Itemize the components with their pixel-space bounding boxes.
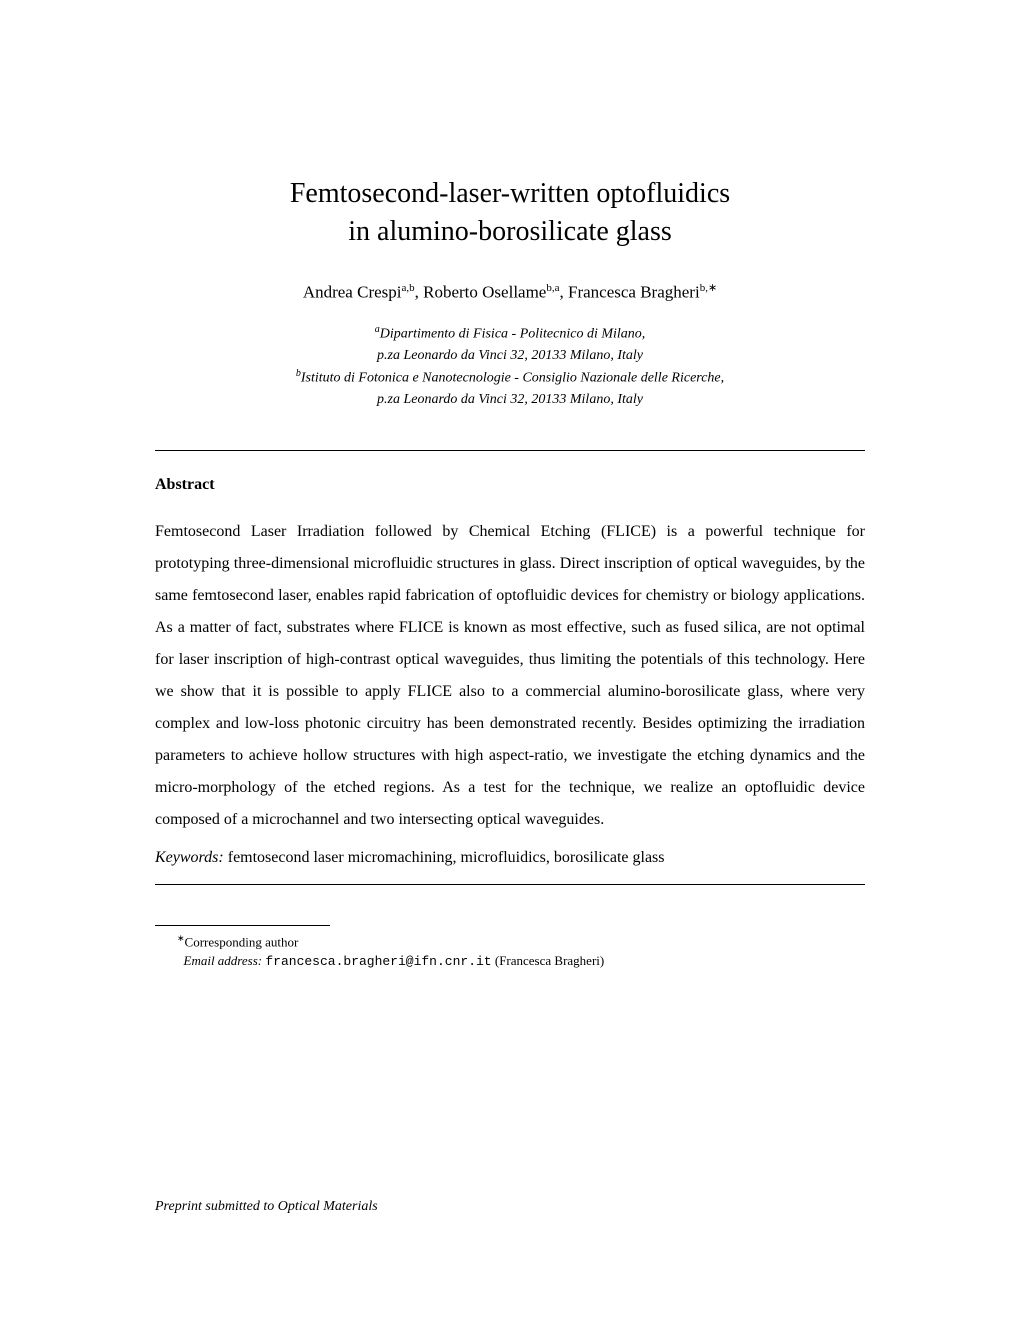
footnote-corr-text: Corresponding author <box>185 934 299 949</box>
affiliations: aDipartimento di Fisica - Politecnico di… <box>155 322 865 409</box>
keywords-label: Keywords: <box>155 849 224 866</box>
keywords-text: femtosecond laser micromachining, microf… <box>224 849 665 866</box>
footnote-email-label: Email address: <box>184 953 266 968</box>
abstract-text: Femtosecond Laser Irradiation followed b… <box>155 516 865 836</box>
paper-title: Femtosecond-laser-written optofluidics i… <box>155 175 865 251</box>
preprint-line: Preprint submitted to Optical Materials <box>155 1199 378 1215</box>
footnote-email: francesca.bragheri@ifn.cnr.it <box>265 954 491 969</box>
author-2: Roberto Osellame <box>423 282 546 301</box>
affil-b-addr: p.za Leonardo da Vinci 32, 20133 Milano,… <box>377 392 643 407</box>
author-2-aff: b,a <box>546 282 559 294</box>
footnote-email-name: (Francesca Bragheri) <box>492 953 605 968</box>
author-1-aff: a,b <box>402 282 415 294</box>
title-line-2: in alumino-borosilicate glass <box>348 216 672 247</box>
authors-list: Andrea Crespia,b, Roberto Osellameb,a, F… <box>155 281 865 303</box>
author-3: Francesca Bragheri <box>568 282 700 301</box>
bottom-rule <box>155 884 865 885</box>
abstract-heading: Abstract <box>155 476 865 494</box>
keywords: Keywords: femtosecond laser micromachini… <box>155 842 865 874</box>
affil-a-text: Dipartimento di Fisica - Politecnico di … <box>380 327 646 342</box>
top-rule <box>155 450 865 451</box>
title-line-1: Femtosecond-laser-written optofluidics <box>290 178 730 209</box>
author-3-aff: b,∗ <box>700 282 717 294</box>
footnote-rule <box>155 925 330 926</box>
footnote-corr-sup: ∗ <box>177 933 185 943</box>
author-1: Andrea Crespi <box>303 282 402 301</box>
affil-b-text: Istituto di Fotonica e Nanotecnologie - … <box>301 371 724 386</box>
footnote: ∗Corresponding author Email address: fra… <box>155 932 865 972</box>
affil-a-addr: p.za Leonardo da Vinci 32, 20133 Milano,… <box>377 348 643 363</box>
